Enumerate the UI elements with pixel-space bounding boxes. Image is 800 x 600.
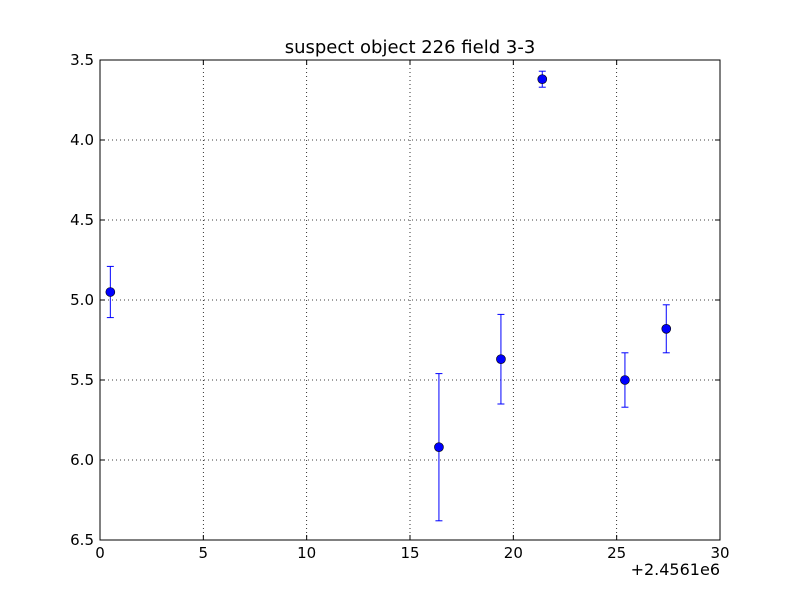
data-point [537,74,548,84]
data-point [496,354,506,365]
data-point [105,287,116,297]
x-axis-offset-label: +2.4561e6 [631,560,720,579]
data-series [105,70,672,522]
y-tick-label: 5.5 [70,371,94,389]
x-tick-label: 30 [710,544,729,562]
data-point [661,323,672,334]
x-tick-label: 0 [95,544,105,562]
y-tick-label: 4.0 [70,131,94,149]
data-point [434,442,444,453]
data-point [620,375,630,385]
y-tick-label: 5.0 [70,291,94,309]
y-tick-label: 3.5 [70,51,94,69]
x-tick-label: 20 [504,544,523,562]
x-tick-label: 15 [400,544,419,562]
grid [100,60,720,540]
y-tick-label: 4.5 [70,211,94,229]
x-tick-label: 25 [607,544,626,562]
chart-title: suspect object 226 field 3-3 [285,37,536,58]
y-tick-label: 6.0 [70,451,94,469]
x-tick-label: 5 [199,544,209,562]
y-tick-label: 6.5 [70,531,94,549]
x-tick-label: 10 [297,544,316,562]
axis-ticks: 0 5 10 15 20 25 30 3.5 4.0 4.5 5.0 5.5 6.0 6.5 [70,51,729,562]
